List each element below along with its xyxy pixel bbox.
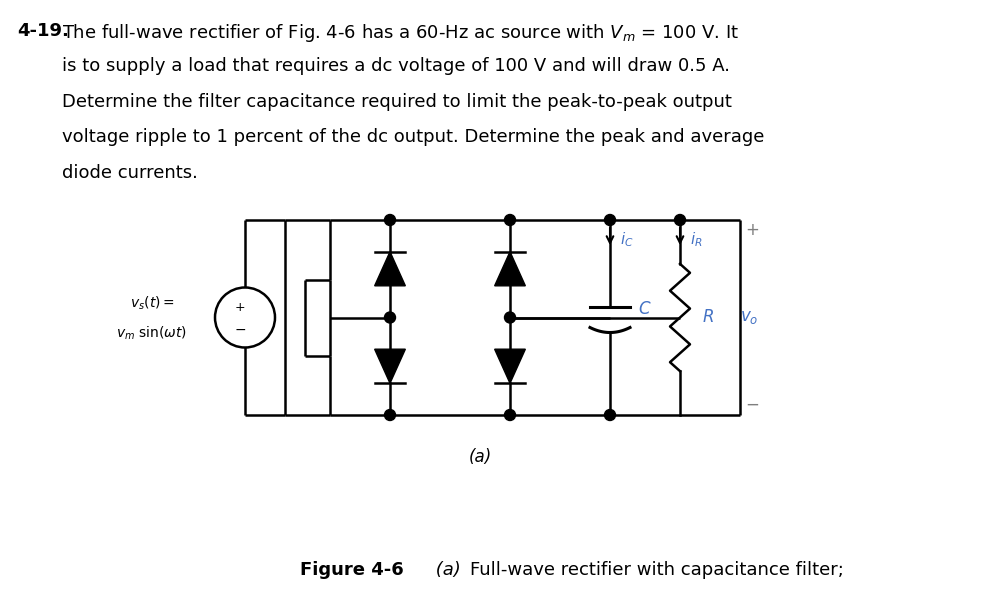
Text: Figure 4-6: Figure 4-6	[300, 561, 404, 579]
Text: $R$: $R$	[702, 309, 714, 326]
Circle shape	[385, 312, 396, 323]
Text: diode currents.: diode currents.	[62, 164, 197, 182]
Polygon shape	[375, 349, 406, 383]
Text: +: +	[745, 221, 759, 239]
Polygon shape	[375, 252, 406, 286]
Text: $v_m$ sin($\omega t$): $v_m$ sin($\omega t$)	[116, 325, 187, 342]
Text: $v_s(t) =$: $v_s(t) =$	[129, 295, 174, 312]
Text: Full-wave rectifier with capacitance filter;: Full-wave rectifier with capacitance fil…	[470, 561, 844, 579]
Text: $i_R$: $i_R$	[690, 230, 702, 249]
Polygon shape	[495, 252, 525, 286]
Text: $i_C$: $i_C$	[620, 230, 633, 249]
Text: (a): (a)	[468, 448, 492, 466]
Circle shape	[385, 215, 396, 226]
Text: +: +	[234, 301, 245, 314]
Text: $v_o$: $v_o$	[740, 309, 759, 326]
Text: 4-19.: 4-19.	[17, 22, 69, 40]
Circle shape	[674, 215, 685, 226]
Polygon shape	[495, 349, 525, 383]
Text: is to supply a load that requires a dc voltage of 100 V and will draw 0.5 A.: is to supply a load that requires a dc v…	[62, 57, 730, 76]
Circle shape	[504, 409, 515, 420]
Circle shape	[385, 409, 396, 420]
Text: −: −	[745, 396, 759, 414]
Text: Determine the filter capacitance required to limit the peak-to-peak output: Determine the filter capacitance require…	[62, 93, 731, 111]
Circle shape	[604, 215, 615, 226]
Text: The full-wave rectifier of Fig. 4-6 has a 60-Hz ac source with $V_m$ = 100 V. It: The full-wave rectifier of Fig. 4-6 has …	[62, 22, 739, 44]
Circle shape	[504, 215, 515, 226]
Circle shape	[504, 312, 515, 323]
Text: −: −	[234, 323, 245, 337]
Text: $C$: $C$	[638, 301, 651, 318]
Text: voltage ripple to 1 percent of the dc output. Determine the peak and average: voltage ripple to 1 percent of the dc ou…	[62, 129, 765, 146]
Circle shape	[215, 287, 275, 348]
Circle shape	[604, 409, 615, 420]
Text: (a): (a)	[430, 561, 467, 579]
